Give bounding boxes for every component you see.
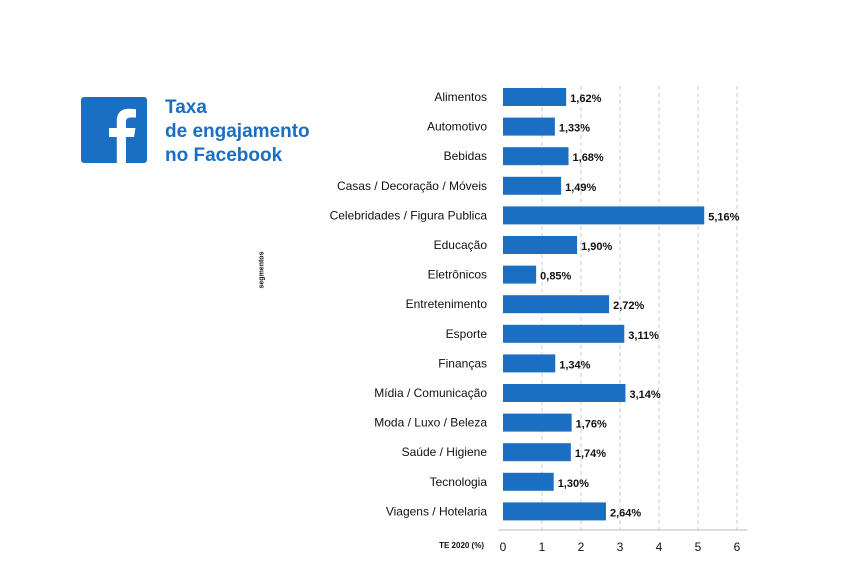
- bar: [503, 502, 606, 521]
- bar: [503, 176, 562, 195]
- bar: [503, 117, 555, 136]
- data-label: 3,11%: [628, 330, 659, 342]
- data-label: 2,72%: [613, 300, 644, 312]
- category-label: Eletrônicos: [428, 268, 487, 282]
- bar: [503, 206, 705, 225]
- title-line: Taxa: [165, 97, 207, 118]
- x-tick-label: 6: [734, 540, 741, 554]
- x-axis-title: TE 2020 (%): [439, 541, 484, 550]
- bar: [503, 384, 626, 402]
- bar: [503, 443, 571, 462]
- category-label: Alimentos: [434, 90, 487, 104]
- category-label: Viagens / Hotelaria: [386, 504, 488, 518]
- data-label: 2,64%: [610, 507, 641, 519]
- category-label: Esporte: [446, 327, 488, 341]
- bar: [503, 413, 572, 432]
- bar: [503, 472, 554, 491]
- data-label: 1,49%: [565, 182, 596, 194]
- x-tick-label: 4: [656, 540, 663, 554]
- x-tick-label: 3: [617, 540, 624, 554]
- x-tick-label: 0: [500, 540, 507, 554]
- category-label: Casas / Decoração / Móveis: [337, 179, 487, 193]
- category-label: Tecnologia: [430, 475, 488, 489]
- bar: [503, 295, 610, 314]
- category-label: Educação: [434, 238, 488, 252]
- data-label: 3,14%: [629, 389, 660, 401]
- bar: [503, 265, 537, 284]
- data-label: 1,76%: [576, 419, 607, 431]
- category-label: Saúde / Higiene: [402, 445, 488, 459]
- bar: [503, 88, 567, 106]
- chart-title: Taxa de engajamento no Facebook: [165, 96, 310, 168]
- category-label: Automotivo: [427, 120, 487, 134]
- category-label: Finanças: [438, 356, 487, 370]
- data-label: 5,16%: [708, 211, 739, 223]
- bar: [503, 236, 578, 254]
- category-label: Mídia / Comunicação: [374, 386, 487, 400]
- title-line: no Facebook: [165, 145, 283, 166]
- x-tick-label: 5: [695, 540, 702, 554]
- category-label: Entretenimento: [406, 297, 488, 311]
- facebook-logo-icon: [81, 97, 147, 163]
- title-line: de engajamento: [165, 121, 310, 142]
- bar: [503, 147, 569, 166]
- data-label: 1,68%: [573, 152, 604, 164]
- category-label: Moda / Luxo / Beleza: [374, 416, 487, 430]
- data-label: 0,85%: [540, 271, 571, 283]
- data-label: 1,62%: [570, 93, 601, 105]
- x-tick-label: 1: [539, 540, 546, 554]
- category-label: Celebridades / Figura Publica: [330, 208, 488, 222]
- x-tick-label: 2: [578, 540, 585, 554]
- data-label: 1,30%: [558, 478, 589, 490]
- bar: [503, 324, 625, 343]
- category-label: Bebidas: [444, 149, 487, 163]
- data-label: 1,90%: [581, 241, 612, 253]
- data-label: 1,74%: [575, 448, 606, 460]
- bar: [503, 354, 556, 373]
- data-label: 1,34%: [559, 359, 590, 371]
- data-label: 1,33%: [559, 123, 590, 135]
